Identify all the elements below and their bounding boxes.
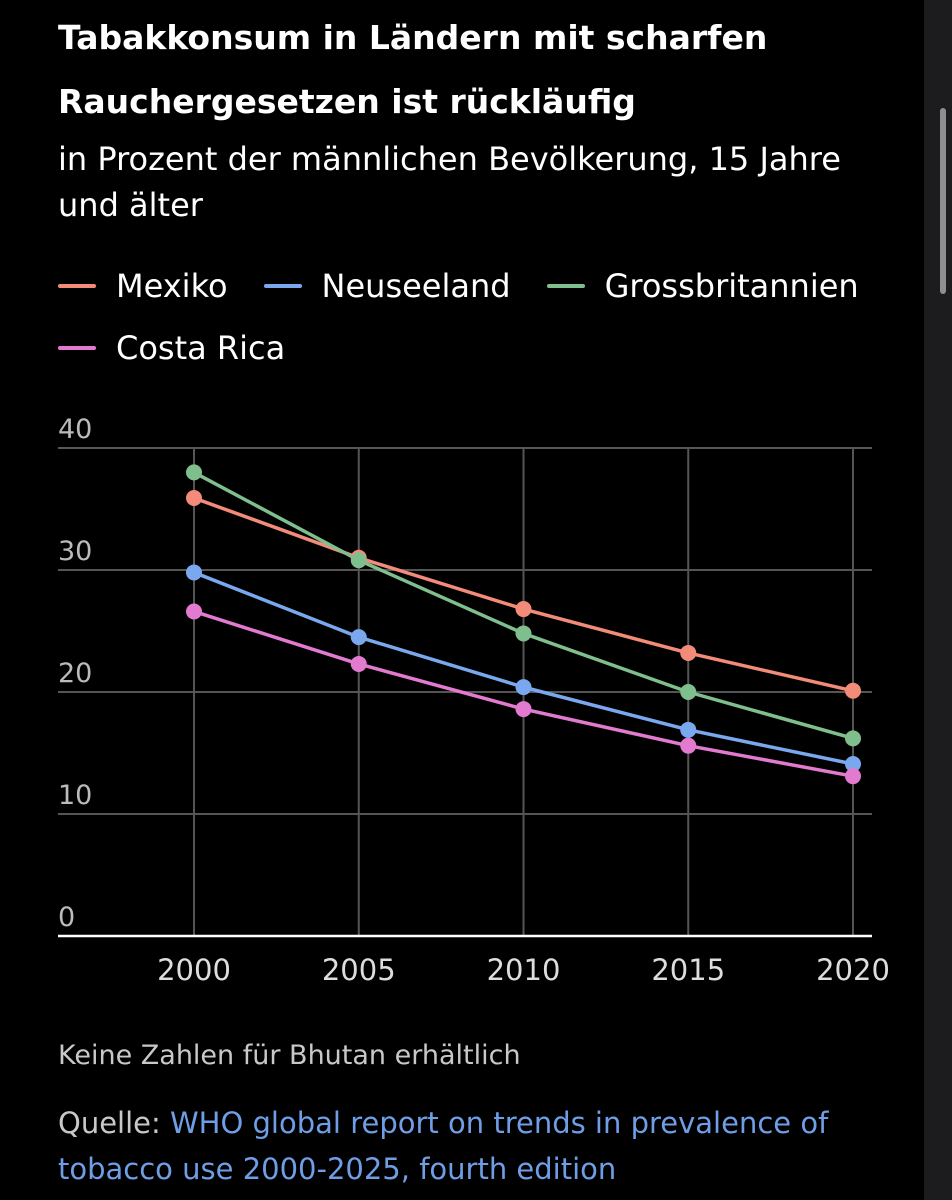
source-label: Quelle:: [58, 1106, 170, 1140]
legend-item-neuseeland: Neuseeland: [263, 267, 511, 305]
data-point-grossbritannien: [515, 625, 532, 642]
legend-row: Costa Rica: [58, 320, 878, 376]
data-point-costa-rica: [350, 655, 367, 672]
y-tick-label: 40: [58, 414, 92, 445]
data-point-mexiko: [845, 682, 861, 699]
chart-subtitle: in Prozent der männlichen Bevölkerung, 1…: [58, 140, 841, 224]
data-point-neuseeland: [680, 721, 697, 738]
legend-item-costa-rica: Costa Rica: [58, 329, 285, 367]
legend-item-mexiko: Mexiko: [58, 267, 228, 305]
data-point-mexiko: [515, 601, 532, 618]
x-tick-label: 2020: [816, 953, 890, 987]
data-point-neuseeland: [350, 629, 367, 646]
x-tick-label: 2015: [651, 953, 725, 987]
y-tick-label: 30: [58, 536, 92, 567]
legend-label-costa-rica: Costa Rica: [116, 329, 286, 367]
x-tick-label: 2000: [157, 953, 231, 987]
chart-source: Quelle: WHO global report on trends in p…: [58, 1100, 848, 1192]
legend-label-grossbritannien: Grossbritannien: [604, 267, 859, 305]
legend-swatch-costa-rica: [58, 346, 96, 350]
y-tick-label: 0: [58, 902, 75, 933]
legend-swatch-neuseeland: [263, 284, 302, 288]
legend-label-neuseeland: Neuseeland: [321, 267, 511, 305]
scrollbar[interactable]: [940, 108, 946, 294]
data-point-costa-rica: [186, 603, 202, 620]
data-point-grossbritannien: [186, 464, 202, 481]
legend-item-grossbritannien: Grossbritannien: [546, 267, 859, 305]
line-chart: 0 10 20 30 40 2000 2005 2010 2015 2020: [58, 414, 890, 987]
legend-swatch-mexiko: [58, 284, 96, 288]
chart-title: Tabakkonsum in Ländern mit scharfen Rauc…: [58, 18, 768, 121]
data-point-neuseeland: [186, 564, 202, 581]
y-tick-label: 10: [58, 780, 92, 811]
x-tick-label: 2010: [487, 953, 561, 987]
data-point-grossbritannien: [845, 730, 861, 747]
window-edge: [924, 0, 952, 1200]
legend-label-mexiko: Mexiko: [116, 267, 228, 305]
chart-note: Keine Zahlen für Bhutan erhältlich: [58, 1040, 521, 1071]
data-point-grossbritannien: [680, 684, 697, 700]
data-point-costa-rica: [515, 701, 532, 718]
chart-legend: Mexiko Neuseeland Grossbritannien Costa …: [58, 258, 878, 382]
data-point-mexiko: [680, 644, 697, 661]
data-point-neuseeland: [845, 755, 861, 772]
data-point-mexiko: [186, 490, 202, 507]
data-point-costa-rica: [680, 737, 697, 754]
source-link[interactable]: WHO global report on trends in prevalenc…: [58, 1106, 829, 1186]
x-tick-label: 2005: [322, 953, 396, 987]
legend-row: Mexiko Neuseeland Grossbritannien: [58, 258, 878, 314]
y-tick-label: 20: [58, 658, 92, 689]
data-point-neuseeland: [515, 679, 532, 696]
legend-swatch-grossbritannien: [546, 284, 585, 288]
data-point-grossbritannien: [350, 552, 367, 569]
data-point-costa-rica: [845, 768, 861, 785]
